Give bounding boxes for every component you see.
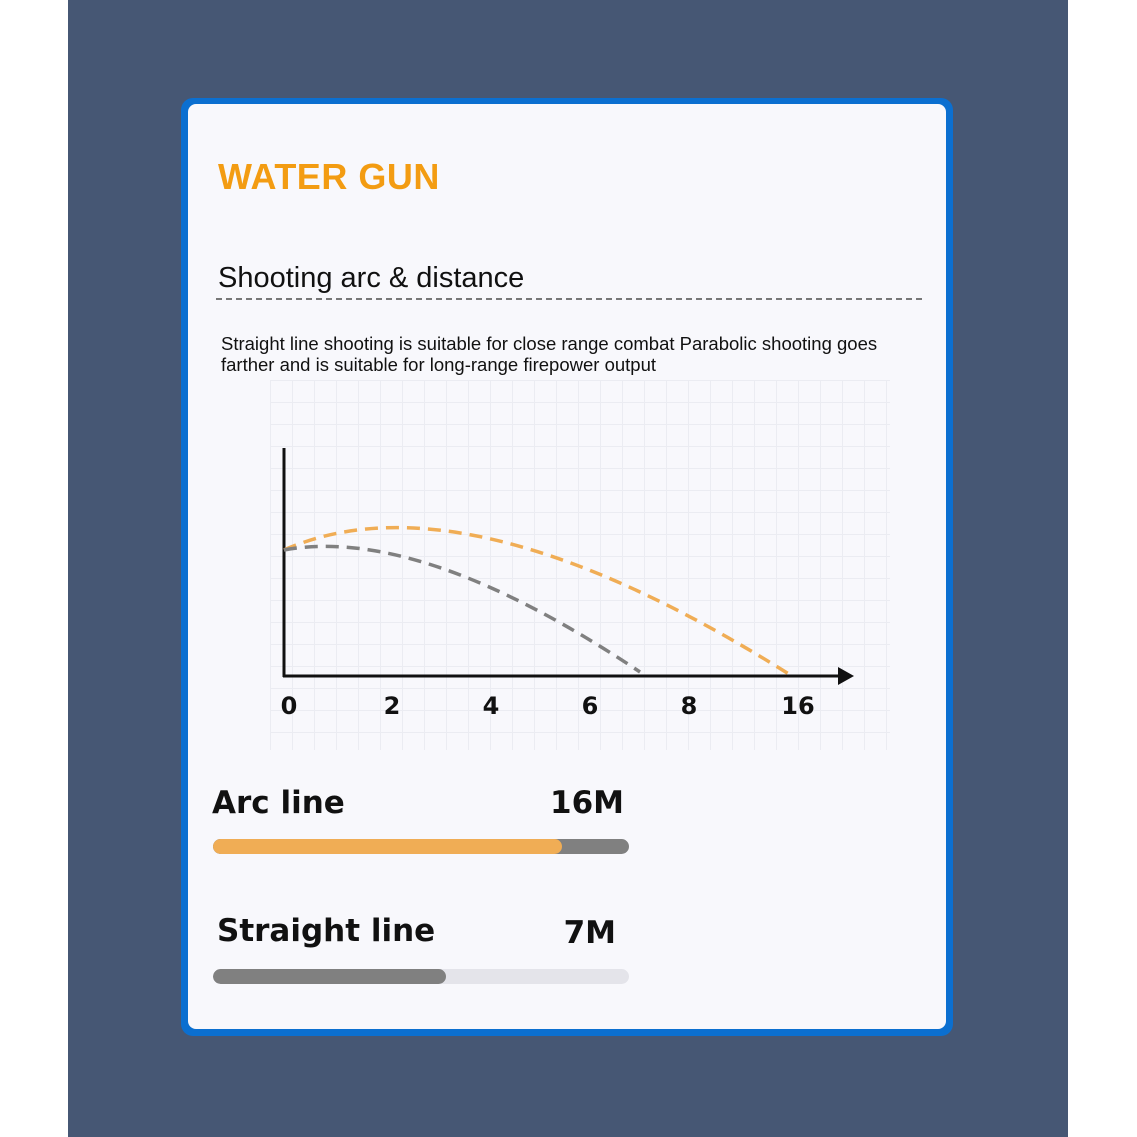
- straight-line-value: 7M: [563, 915, 616, 951]
- page-title: WATER GUN: [218, 156, 440, 197]
- x-tick: 8: [681, 692, 698, 720]
- section-title: Shooting arc & distance: [218, 262, 525, 294]
- dashed-divider: [216, 298, 922, 300]
- x-tick: 0: [281, 692, 298, 720]
- arc-trajectory: [283, 525, 793, 678]
- arc-line-value: 16M: [550, 785, 624, 821]
- straight-trajectory: [283, 544, 641, 674]
- arc-line-bar: [213, 839, 629, 854]
- straight-line-bar: [213, 969, 629, 984]
- x-axis-arrow-icon: [838, 667, 854, 685]
- x-tick: 4: [483, 692, 500, 720]
- x-tick: 16: [781, 692, 814, 720]
- x-tick: 6: [582, 692, 599, 720]
- straight-line-bar-fill: [213, 969, 446, 984]
- arc-line-bar-fill: [213, 839, 563, 854]
- arc-line-label: Arc line: [212, 785, 345, 821]
- straight-line-label: Straight line: [217, 913, 436, 949]
- x-tick: 2: [384, 692, 401, 720]
- description: Straight line shooting is suitable for c…: [221, 333, 878, 375]
